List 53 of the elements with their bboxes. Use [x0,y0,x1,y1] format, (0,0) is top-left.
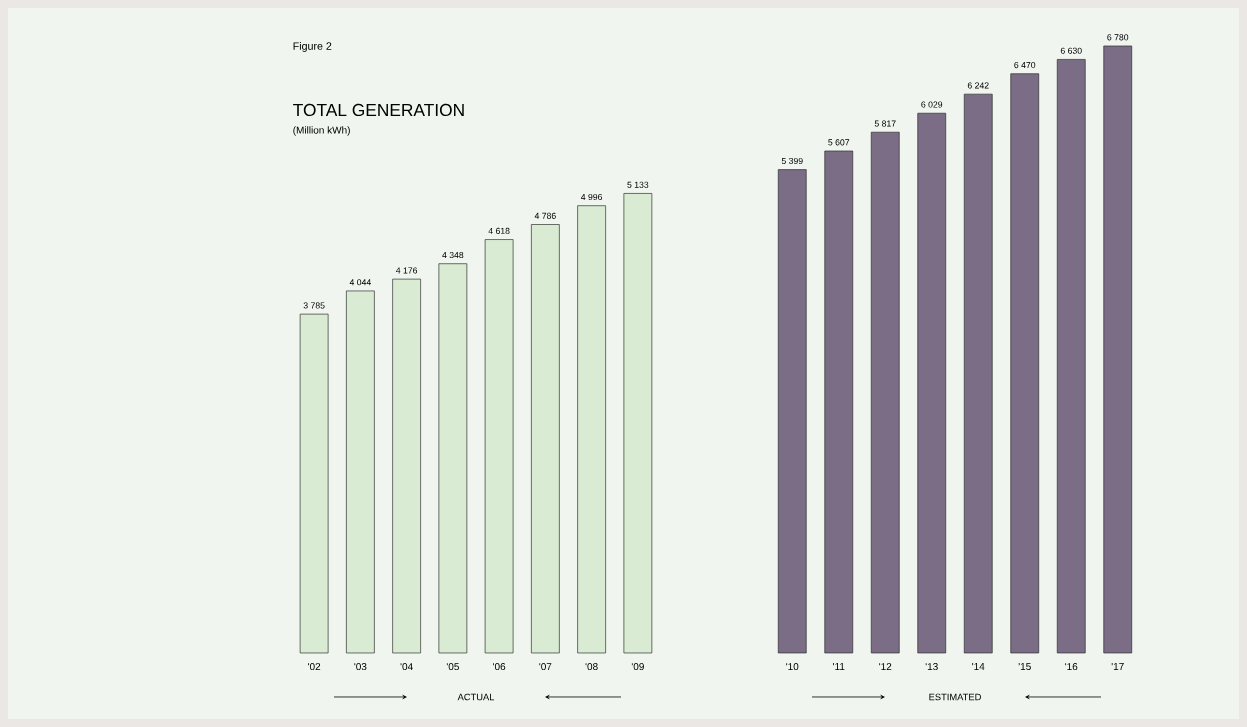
x-tick-label: '10 [786,663,799,671]
x-tick-label: '05 [446,663,459,671]
x-tick-label: '03 [354,663,367,671]
bar [824,150,854,654]
chart-subtitle: (Million kWh) [293,126,350,136]
text: ESTIMATED [929,693,981,701]
data-label: 5 817 [874,120,896,127]
data-label: 4 996 [580,193,603,201]
bar [392,278,421,654]
x-tick-label: '12 [879,663,892,671]
data-label: 4 786 [534,212,556,219]
text: ACTUAL [457,693,495,701]
bar [917,112,947,654]
data-label: 3 785 [303,302,325,309]
bar [777,169,807,654]
bar [531,224,560,654]
bar [346,290,375,654]
x-tick-label: '16 [1065,663,1078,671]
data-label: 5 607 [828,139,850,146]
bar [870,131,900,654]
data-label: 6 029 [921,101,943,108]
x-tick-label: '07 [539,663,552,671]
x-tick-label: '08 [585,663,598,671]
data-label: 4 044 [349,279,371,286]
data-label: 5 399 [781,157,803,165]
x-tick-label: '04 [400,663,413,671]
bar [299,313,329,654]
bar [577,205,606,654]
bar [623,193,653,654]
x-tick-label: '14 [972,663,985,670]
bar [963,93,993,654]
data-label: 4 348 [442,251,464,259]
data-label: 4 618 [488,227,510,234]
data-label: 4 176 [395,267,418,274]
x-tick-label: '02 [308,663,321,671]
x-tick-label: '11 [833,663,845,670]
bar [1056,59,1086,654]
x-tick-label: '06 [493,663,506,671]
bar [1010,73,1040,654]
bar [484,239,514,654]
caption: Figure 2 [293,42,332,52]
data-label: 6 630 [1060,47,1082,54]
x-tick-label: '15 [1018,663,1031,671]
x-tick-label: '09 [631,663,644,671]
data-label: 6 470 [1014,62,1036,69]
bar [438,263,468,654]
data-label: 6 242 [967,82,989,89]
data-label: 6 780 [1107,34,1129,41]
bar [1103,45,1133,654]
x-tick-label: '17 [1111,663,1124,670]
x-tick-label: '13 [925,663,938,671]
chart-title: TOTAL GENERATION [293,103,464,117]
data-label: 5 133 [627,181,649,188]
